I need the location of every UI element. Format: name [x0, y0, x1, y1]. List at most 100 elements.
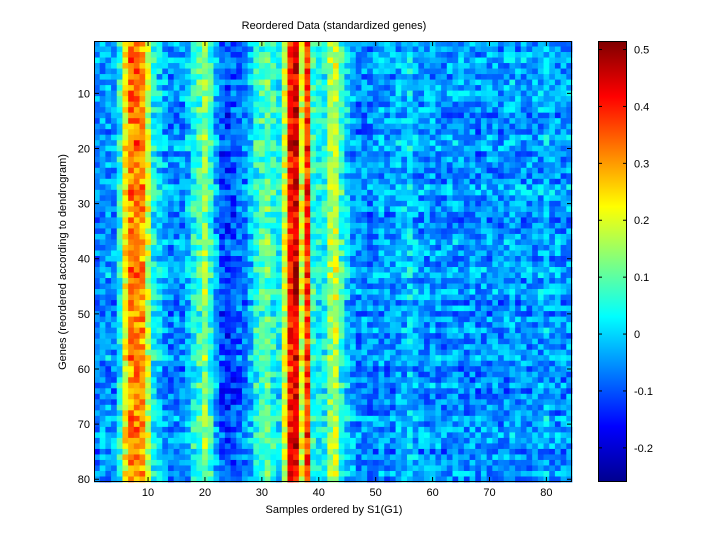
heatmap-cell — [304, 228, 311, 235]
heatmap-cell — [241, 195, 249, 202]
heatmap-cell — [333, 112, 340, 119]
heatmap-cell — [179, 217, 186, 224]
heatmap-cell — [139, 300, 146, 306]
heatmap-cell — [384, 189, 391, 196]
heatmap-cell — [486, 250, 493, 257]
heatmap-cell — [458, 333, 465, 340]
heatmap-cell — [350, 289, 357, 295]
heatmap-cell — [139, 333, 146, 340]
heatmap-cell — [167, 366, 175, 373]
heatmap-cell — [179, 206, 186, 213]
heatmap-cell — [463, 101, 470, 108]
heatmap-cell — [259, 338, 266, 345]
heatmap-cell — [526, 129, 533, 136]
heatmap-cell — [298, 145, 305, 152]
heatmap-cell — [441, 79, 448, 86]
heatmap-cell — [133, 267, 140, 273]
heatmap-cell — [321, 233, 328, 240]
heatmap-cell — [515, 79, 522, 86]
heatmap-cell — [162, 107, 169, 114]
heatmap-cell — [190, 156, 197, 163]
heatmap-cell — [224, 167, 231, 174]
heatmap-cell — [560, 261, 567, 268]
heatmap-cell — [333, 151, 340, 158]
heatmap-cell — [378, 41, 385, 47]
heatmap-cell — [276, 338, 283, 345]
heatmap-cell — [446, 349, 453, 356]
heatmap-cell — [378, 96, 385, 103]
heatmap-cell — [486, 316, 493, 323]
heatmap-cell — [99, 222, 106, 229]
heatmap-cell — [475, 239, 482, 246]
heatmap-cell — [401, 239, 408, 246]
heatmap-cell — [133, 184, 140, 191]
heatmap-cell — [196, 338, 203, 345]
heatmap-cell — [498, 305, 505, 312]
heatmap-cell — [327, 118, 334, 125]
heatmap-cell — [156, 63, 163, 69]
heatmap-cell — [264, 178, 271, 185]
heatmap-cell — [150, 101, 157, 108]
heatmap-cell — [150, 355, 157, 362]
heatmap-cell — [498, 134, 505, 141]
heatmap-cell — [429, 107, 436, 114]
heatmap-cell — [253, 184, 260, 191]
heatmap-cell — [452, 96, 459, 103]
heatmap-cell — [122, 63, 129, 69]
heatmap-cell — [99, 261, 106, 268]
heatmap-cell — [543, 101, 550, 108]
heatmap-cell — [441, 244, 448, 251]
heatmap-cell — [310, 355, 317, 362]
heatmap-cell — [241, 85, 249, 92]
heatmap-cell — [389, 244, 396, 251]
heatmap-cell — [350, 322, 357, 329]
heatmap-cell — [463, 140, 470, 147]
heatmap-cell — [224, 52, 231, 58]
heatmap-cell — [498, 333, 505, 340]
heatmap-cell — [241, 189, 249, 196]
heatmap-cell — [162, 74, 169, 80]
heatmap-cell — [492, 96, 499, 103]
heatmap-cell — [526, 63, 533, 69]
heatmap-cell — [480, 250, 488, 257]
heatmap-cell — [333, 255, 340, 262]
heatmap-cell — [367, 63, 374, 69]
heatmap-cell — [333, 162, 340, 169]
heatmap-cell — [213, 96, 220, 103]
heatmap-cell — [503, 311, 510, 318]
heatmap-cell — [537, 151, 544, 158]
heatmap-cell — [315, 366, 323, 373]
heatmap-cell — [395, 278, 402, 284]
heatmap-cell — [469, 261, 476, 268]
heatmap-cell — [554, 134, 562, 141]
heatmap-cell — [276, 189, 283, 196]
heatmap-cell — [185, 162, 192, 169]
heatmap-cell — [412, 63, 419, 69]
heatmap-cell — [509, 101, 516, 108]
heatmap-cell — [219, 272, 226, 279]
heatmap-cell — [253, 278, 260, 284]
heatmap-cell — [310, 162, 317, 169]
heatmap-cell — [406, 101, 414, 108]
heatmap-cell — [350, 222, 357, 229]
heatmap-cell — [156, 294, 163, 301]
heatmap-cell — [458, 79, 465, 86]
heatmap-cell — [122, 250, 129, 257]
heatmap-cell — [281, 74, 288, 80]
heatmap-cell — [350, 195, 357, 202]
heatmap-cell — [458, 338, 465, 345]
heatmap-cell — [498, 162, 505, 169]
heatmap-cell — [515, 283, 522, 290]
heatmap-cell — [270, 90, 277, 97]
heatmap-cell — [128, 151, 135, 158]
heatmap-cell — [259, 278, 266, 284]
heatmap-cell — [355, 349, 362, 356]
heatmap-cell — [253, 206, 260, 213]
heatmap-cell — [105, 112, 112, 119]
heatmap-cell — [236, 261, 243, 268]
heatmap-cell — [355, 360, 362, 367]
heatmap-cell — [463, 57, 470, 64]
heatmap-cell — [236, 46, 243, 53]
heatmap-cell — [202, 68, 209, 75]
heatmap-cell — [469, 145, 476, 152]
